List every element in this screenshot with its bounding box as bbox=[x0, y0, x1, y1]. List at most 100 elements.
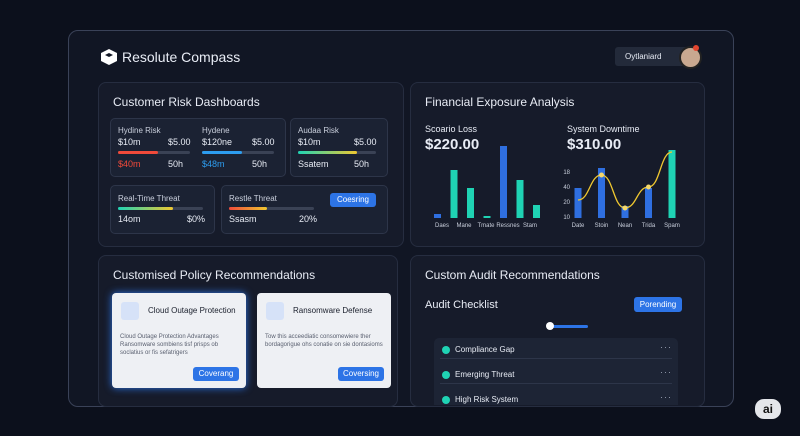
slider[interactable] bbox=[548, 325, 588, 328]
check-icon bbox=[442, 371, 450, 379]
tile-label: Hydine Risk bbox=[118, 126, 161, 135]
x-label: Daes bbox=[435, 223, 449, 229]
metric: $120ne bbox=[202, 137, 233, 147]
risk-tile bbox=[110, 118, 286, 177]
policy-title: Ransomware Defense bbox=[293, 306, 373, 315]
progress bbox=[202, 151, 274, 154]
divider bbox=[440, 358, 672, 359]
y-tick-label: 10 bbox=[563, 215, 570, 221]
progress bbox=[118, 151, 190, 154]
metric: 14om bbox=[118, 214, 141, 224]
y-tick-label: 18 bbox=[563, 170, 570, 176]
threat-label: Restle Threat bbox=[229, 194, 277, 203]
metric: Ssatem bbox=[298, 159, 329, 169]
metric: $40m bbox=[118, 159, 141, 169]
metric: $10m bbox=[118, 137, 141, 147]
finance-card bbox=[410, 82, 705, 247]
x-label: Ressnes bbox=[496, 223, 519, 229]
app-title: Resolute Compass bbox=[122, 49, 241, 65]
progress bbox=[229, 207, 314, 210]
trend-point bbox=[622, 205, 628, 211]
x-label: Stam bbox=[523, 223, 537, 229]
user-button[interactable]: Oytlaniard bbox=[615, 47, 697, 66]
metric: $5.00 bbox=[354, 137, 377, 147]
x-label: Stoin bbox=[595, 223, 609, 229]
tile-label: Hydene bbox=[202, 126, 230, 135]
policy-icon bbox=[121, 302, 139, 320]
policy-text: Cloud Outage Protection Advantages Ranso… bbox=[120, 334, 219, 356]
bar bbox=[645, 188, 652, 218]
chart-label: System Downtime bbox=[567, 124, 640, 134]
avatar[interactable] bbox=[679, 46, 702, 69]
checklist-item[interactable]: Emerging Threat bbox=[455, 370, 515, 379]
logo bbox=[101, 49, 117, 65]
progress bbox=[298, 151, 376, 154]
bar bbox=[574, 188, 582, 218]
x-label: Spam bbox=[664, 223, 680, 229]
metric: $0% bbox=[187, 214, 206, 224]
card-title: Financial Exposure Analysis bbox=[425, 95, 575, 109]
chart-label: Scoario Loss bbox=[425, 124, 478, 134]
threat-label: Real-Time Threat bbox=[118, 194, 180, 203]
more-icon: ··· bbox=[660, 342, 672, 352]
metric: $5.00 bbox=[252, 137, 275, 147]
bar bbox=[598, 168, 605, 218]
slider-thumb[interactable] bbox=[546, 322, 554, 330]
metric: 50h bbox=[252, 159, 268, 169]
ai-badge[interactable]: ai bbox=[755, 399, 781, 419]
bar bbox=[450, 170, 458, 218]
x-label: Mane bbox=[456, 223, 472, 229]
metric: 20% bbox=[299, 214, 318, 224]
metric: $10m bbox=[298, 137, 321, 147]
bar bbox=[483, 216, 491, 218]
policy-icon bbox=[266, 302, 284, 320]
risk-tile bbox=[290, 118, 388, 177]
card-title: Customer Risk Dashboards bbox=[113, 95, 260, 109]
x-label: Nean bbox=[618, 223, 632, 229]
check-icon bbox=[442, 396, 450, 404]
audit-button[interactable]: Porending bbox=[634, 297, 682, 312]
tile-label: Audaa Risk bbox=[298, 126, 339, 135]
policy-button[interactable]: Coversing bbox=[338, 367, 384, 381]
bar bbox=[467, 188, 474, 218]
metric: 50h bbox=[354, 159, 370, 169]
bar bbox=[533, 205, 540, 218]
bar bbox=[500, 146, 507, 218]
trend-point bbox=[646, 184, 651, 190]
more-icon: ··· bbox=[660, 367, 672, 377]
bar bbox=[621, 206, 629, 218]
divider bbox=[440, 383, 672, 384]
chart-value: $220.00 bbox=[425, 136, 480, 153]
bar bbox=[516, 180, 524, 218]
bar bbox=[434, 214, 441, 218]
checklist bbox=[434, 338, 678, 405]
trend-line bbox=[577, 151, 673, 209]
check-icon bbox=[442, 346, 450, 354]
y-tick-label: 40 bbox=[563, 185, 570, 191]
metric: 50h bbox=[168, 159, 184, 169]
x-label: Date bbox=[572, 223, 585, 229]
chart-value: $310.00 bbox=[567, 136, 622, 153]
metric: $48m bbox=[202, 159, 225, 169]
threat-button[interactable]: Coesring bbox=[330, 193, 376, 207]
checklist-item[interactable]: Compliance Gap bbox=[455, 345, 515, 354]
progress bbox=[118, 207, 203, 210]
metric: Ssasm bbox=[229, 214, 257, 224]
more-icon: ··· bbox=[660, 392, 672, 402]
policy-button[interactable]: Coverang bbox=[193, 367, 239, 381]
policy-text: Tow this acceediatic consomewiere ther b… bbox=[265, 334, 383, 348]
x-label: Tmate bbox=[477, 223, 495, 229]
policy-title: Cloud Outage Protection bbox=[148, 306, 236, 315]
x-label: Trida bbox=[642, 223, 656, 229]
metric: $5.00 bbox=[168, 137, 191, 147]
trend-point bbox=[599, 172, 604, 178]
card-title: Custom Audit Recommendations bbox=[425, 268, 600, 282]
notification-dot bbox=[693, 45, 699, 51]
bar bbox=[668, 150, 676, 218]
checklist-item[interactable]: High Risk System bbox=[455, 395, 519, 404]
y-tick-label: 20 bbox=[563, 200, 570, 206]
audit-subtitle: Audit Checklist bbox=[425, 299, 498, 311]
card-title: Customised Policy Recommendations bbox=[113, 268, 316, 282]
